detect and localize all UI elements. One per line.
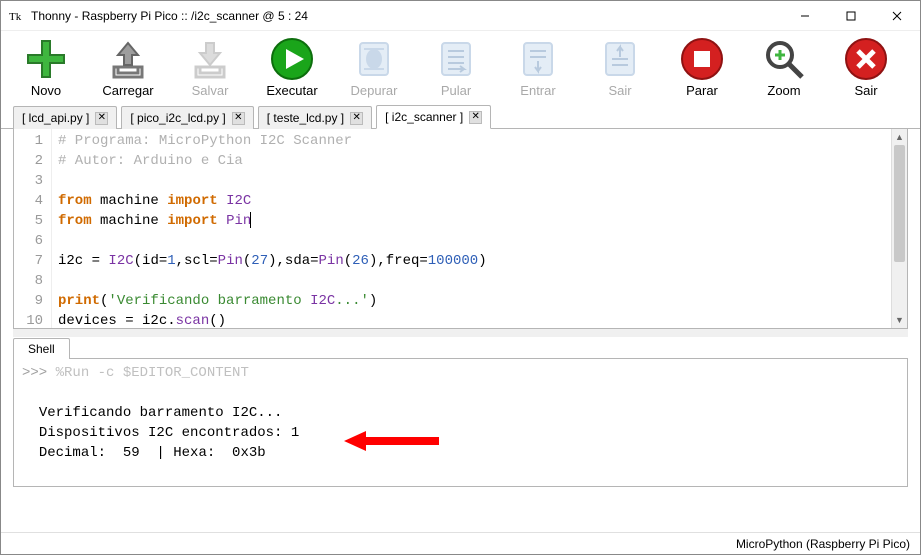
window-controls	[782, 1, 920, 31]
editor-tabs: [ lcd_api.py ]✕[ pico_i2c_lcd.py ]✕[ tes…	[1, 98, 920, 129]
shell-output[interactable]: >>> %Run -c $EDITOR_CONTENT Verificando …	[13, 359, 908, 487]
step-out-label: Sair	[608, 83, 631, 98]
shell-tabs: Shell	[13, 337, 908, 359]
code-content[interactable]: # Programa: MicroPython I2C Scanner# Aut…	[52, 129, 907, 328]
editor-tab[interactable]: [ lcd_api.py ] ✕	[13, 106, 117, 129]
download-icon	[188, 37, 232, 81]
save-button[interactable]: Salvar	[183, 37, 237, 98]
window-title: Thonny - Raspberry Pi Pico :: /i2c_scann…	[31, 9, 782, 23]
step-out-button[interactable]: Sair	[593, 37, 647, 98]
close-tab-icon[interactable]: ✕	[95, 112, 108, 125]
close-tab-icon[interactable]: ✕	[350, 112, 363, 125]
close-button[interactable]	[874, 1, 920, 31]
upload-icon	[106, 37, 150, 81]
editor-scrollbar[interactable]: ▲ ▼	[891, 129, 907, 328]
close-tab-icon[interactable]: ✕	[469, 111, 482, 124]
new-file-button[interactable]: Novo	[19, 37, 73, 98]
step-out-icon	[598, 37, 642, 81]
stop-icon	[680, 37, 724, 81]
debug-label: Depurar	[351, 83, 398, 98]
bug-icon	[352, 37, 396, 81]
line-numbers: 1234567891011	[14, 129, 52, 328]
run-label: Executar	[266, 83, 317, 98]
step-into-button[interactable]: Entrar	[511, 37, 565, 98]
scroll-down-icon[interactable]: ▼	[892, 312, 907, 328]
zoom-label: Zoom	[767, 83, 800, 98]
editor-tab[interactable]: [ i2c_scanner ] ✕	[376, 105, 491, 129]
step-over-label: Pular	[441, 83, 471, 98]
scroll-thumb[interactable]	[894, 145, 905, 262]
step-into-label: Entrar	[520, 83, 555, 98]
tab-label: [ i2c_scanner ]	[385, 110, 463, 124]
save-label: Salvar	[192, 83, 229, 98]
new-file-label: Novo	[31, 83, 61, 98]
tab-label: [ lcd_api.py ]	[22, 111, 89, 125]
status-bar: MicroPython (Raspberry Pi Pico)	[1, 532, 920, 554]
scroll-up-icon[interactable]: ▲	[892, 129, 907, 145]
load-button[interactable]: Carregar	[101, 37, 155, 98]
shell-tab[interactable]: Shell	[13, 338, 70, 359]
stop-button[interactable]: Parar	[675, 37, 729, 98]
interpreter-label[interactable]: MicroPython (Raspberry Pi Pico)	[736, 537, 910, 551]
load-label: Carregar	[102, 83, 153, 98]
run-button[interactable]: Executar	[265, 37, 319, 98]
window-titlebar: Tk Thonny - Raspberry Pi Pico :: /i2c_sc…	[1, 1, 920, 31]
maximize-button[interactable]	[828, 1, 874, 31]
svg-text:Tk: Tk	[9, 11, 22, 23]
editor-tab[interactable]: [ teste_lcd.py ] ✕	[258, 106, 372, 129]
exit-label: Sair	[854, 83, 877, 98]
close-tab-icon[interactable]: ✕	[232, 112, 245, 125]
tab-label: [ pico_i2c_lcd.py ]	[130, 111, 225, 125]
step-into-icon	[516, 37, 560, 81]
play-icon	[270, 37, 314, 81]
minimize-button[interactable]	[782, 1, 828, 31]
step-over-button[interactable]: Pular	[429, 37, 483, 98]
editor-tab[interactable]: [ pico_i2c_lcd.py ] ✕	[121, 106, 253, 129]
zoom-button[interactable]: Zoom	[757, 37, 811, 98]
exit-icon	[844, 37, 888, 81]
stop-label: Parar	[686, 83, 718, 98]
step-over-icon	[434, 37, 478, 81]
annotation-arrow	[344, 429, 444, 460]
plus-icon	[24, 37, 68, 81]
app-icon: Tk	[9, 8, 25, 24]
debug-button[interactable]: Depurar	[347, 37, 401, 98]
code-editor[interactable]: 1234567891011 # Programa: MicroPython I2…	[13, 129, 908, 329]
zoom-icon	[762, 37, 806, 81]
main-toolbar: Novo Carregar Salvar Executar Depurar Pu…	[1, 31, 920, 98]
exit-button[interactable]: Sair	[839, 37, 893, 98]
tab-label: [ teste_lcd.py ]	[267, 111, 344, 125]
pane-divider[interactable]	[13, 329, 908, 337]
